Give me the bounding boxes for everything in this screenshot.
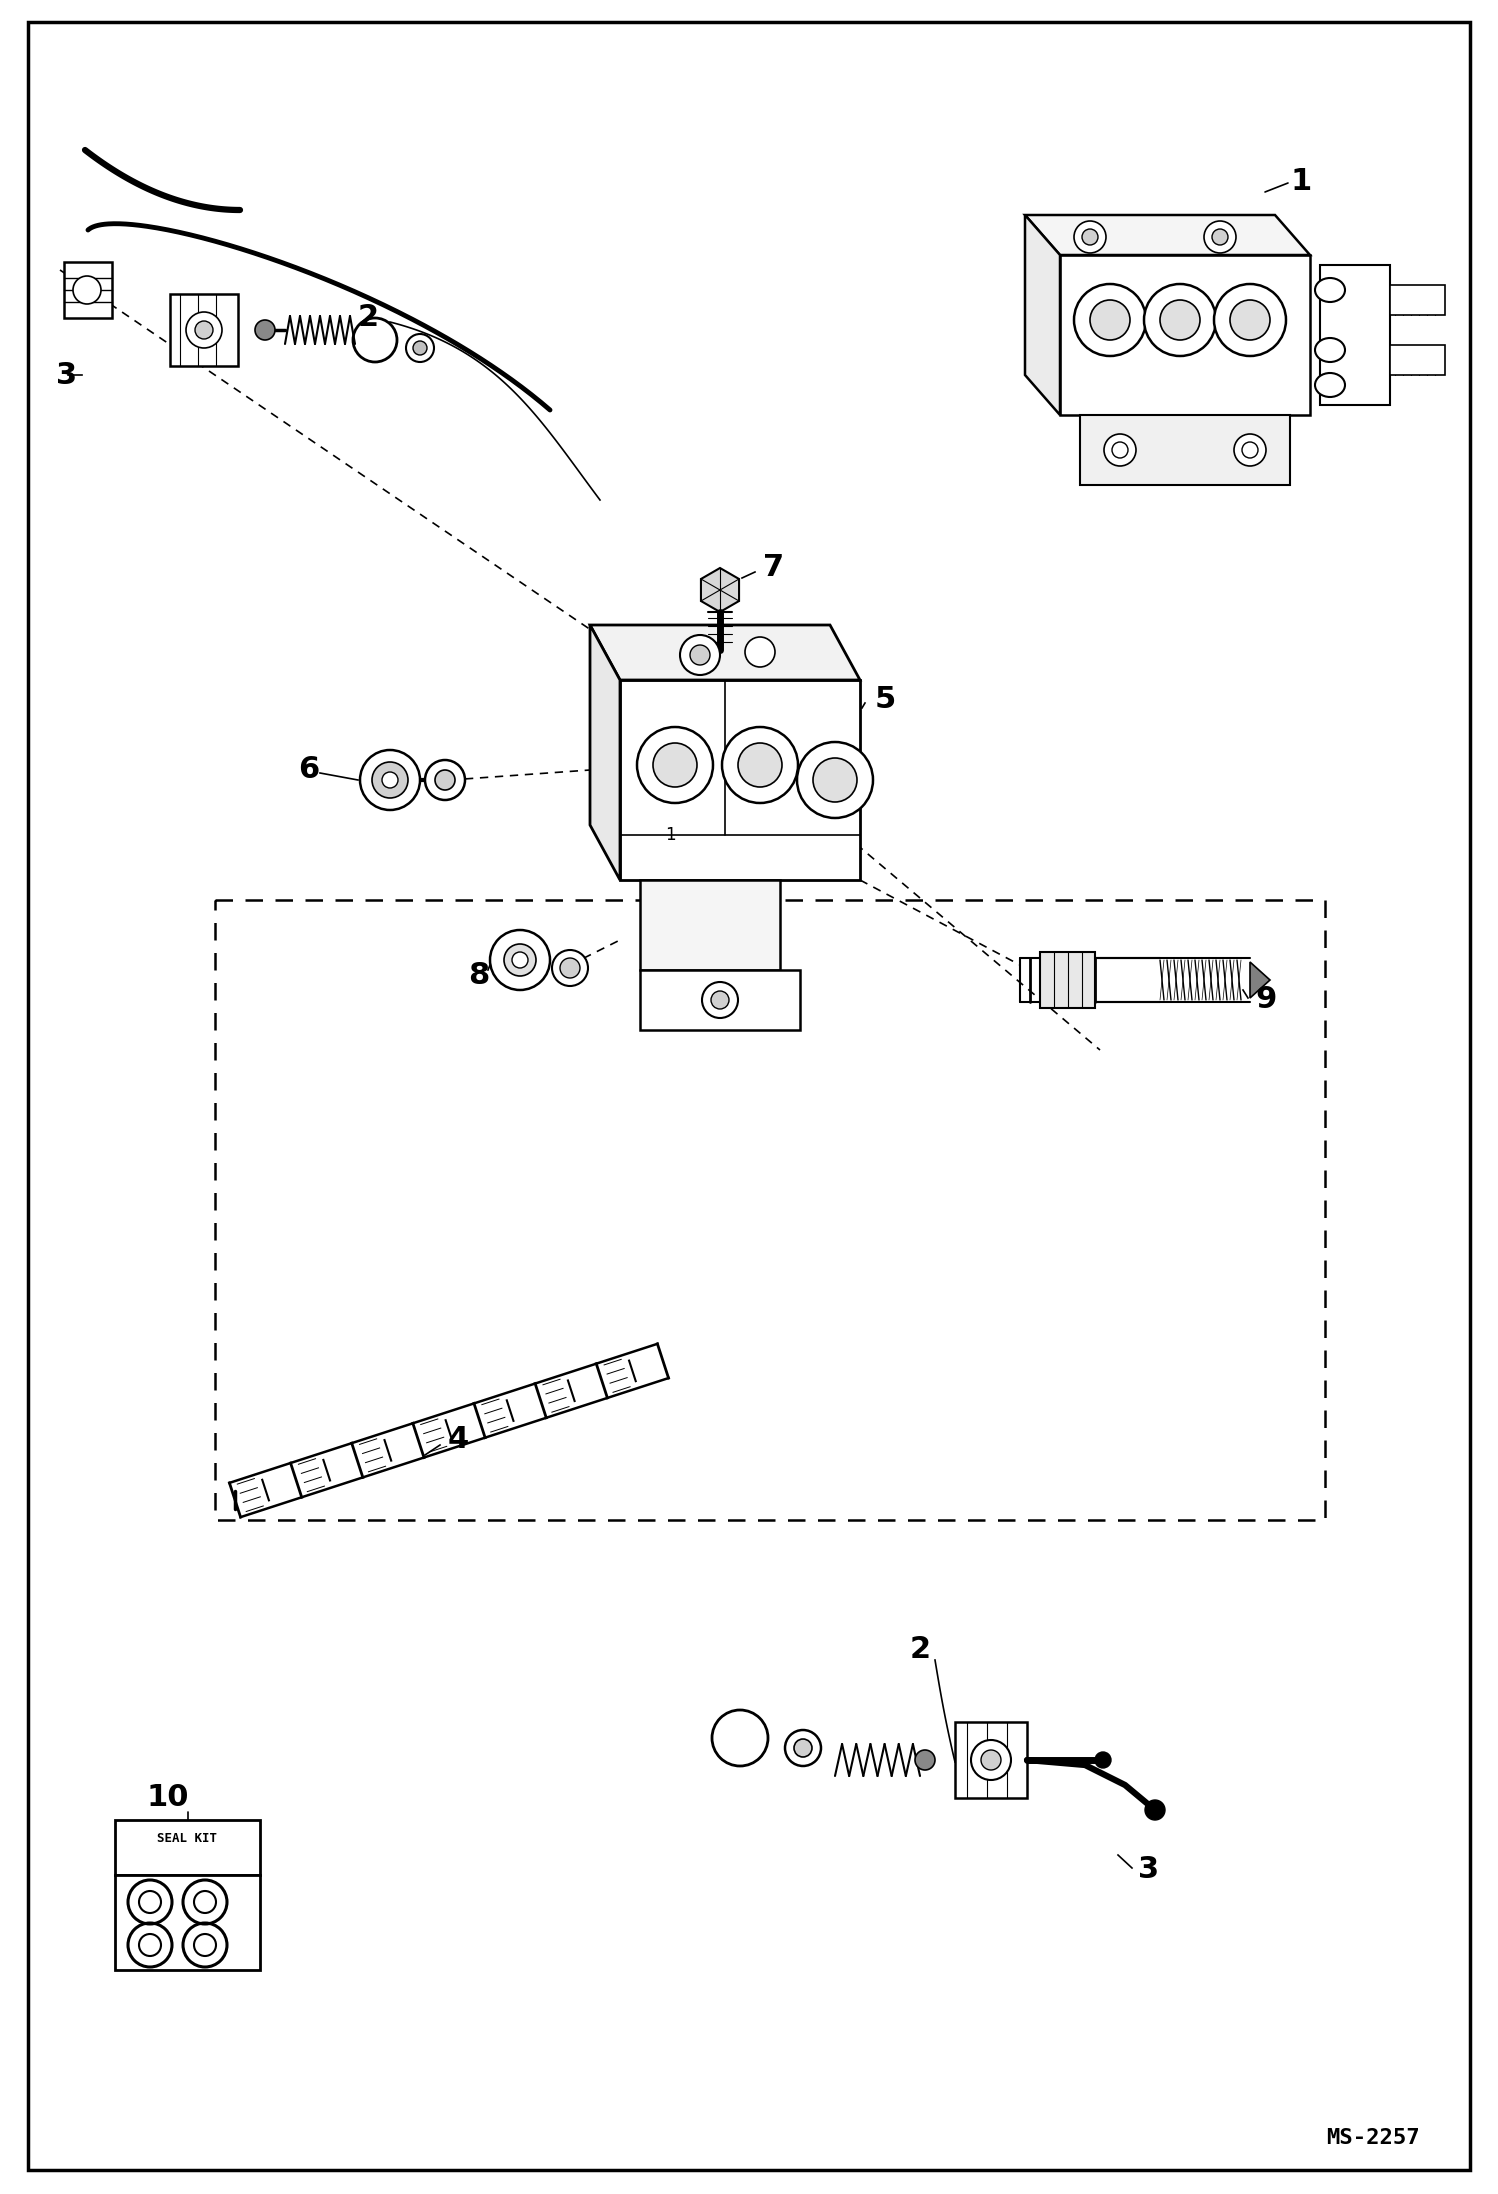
- Text: 7: 7: [762, 553, 783, 581]
- Text: 3: 3: [1138, 1856, 1159, 1885]
- Text: 3: 3: [55, 360, 76, 391]
- Circle shape: [691, 645, 710, 665]
- Circle shape: [255, 320, 276, 340]
- Circle shape: [680, 634, 721, 676]
- Polygon shape: [64, 261, 112, 318]
- Circle shape: [1234, 434, 1266, 465]
- Circle shape: [739, 744, 782, 788]
- Circle shape: [425, 759, 464, 801]
- Polygon shape: [640, 970, 800, 1029]
- Circle shape: [915, 1751, 935, 1771]
- Bar: [216, 900, 1326, 1520]
- Polygon shape: [701, 568, 739, 612]
- Polygon shape: [590, 625, 620, 880]
- Polygon shape: [640, 880, 780, 970]
- Text: 9: 9: [1255, 985, 1276, 1014]
- Text: 2: 2: [909, 1635, 932, 1665]
- Circle shape: [413, 340, 427, 355]
- Circle shape: [1230, 301, 1270, 340]
- Circle shape: [1242, 441, 1258, 459]
- Polygon shape: [1025, 215, 1309, 255]
- Polygon shape: [1040, 952, 1095, 1007]
- Circle shape: [372, 761, 407, 799]
- Circle shape: [745, 636, 774, 667]
- Circle shape: [1074, 283, 1146, 355]
- Circle shape: [1144, 1799, 1165, 1821]
- Polygon shape: [1025, 215, 1061, 415]
- Circle shape: [1095, 1753, 1112, 1768]
- Circle shape: [653, 744, 697, 788]
- Polygon shape: [1249, 961, 1270, 998]
- Circle shape: [971, 1740, 1011, 1779]
- Circle shape: [1112, 441, 1128, 459]
- Circle shape: [186, 312, 222, 349]
- Circle shape: [73, 276, 100, 305]
- Circle shape: [797, 742, 873, 818]
- Polygon shape: [956, 1722, 1028, 1799]
- Polygon shape: [169, 294, 238, 366]
- Circle shape: [1213, 283, 1285, 355]
- Text: 10: 10: [147, 1784, 190, 1812]
- Text: 2: 2: [358, 303, 379, 333]
- Polygon shape: [620, 680, 860, 880]
- Circle shape: [712, 992, 730, 1009]
- Text: 1: 1: [665, 825, 676, 845]
- Text: SEAL KIT: SEAL KIT: [157, 1832, 217, 1845]
- Text: 1: 1: [1290, 167, 1311, 197]
- Polygon shape: [1061, 255, 1309, 415]
- Circle shape: [722, 726, 798, 803]
- Circle shape: [794, 1740, 812, 1757]
- Circle shape: [1104, 434, 1135, 465]
- Bar: [115, 1821, 261, 1876]
- Circle shape: [813, 757, 857, 803]
- Circle shape: [195, 320, 213, 340]
- Polygon shape: [590, 625, 860, 680]
- Circle shape: [785, 1731, 821, 1766]
- Circle shape: [360, 750, 419, 810]
- Circle shape: [560, 959, 580, 979]
- Text: 5: 5: [875, 685, 896, 715]
- Circle shape: [1159, 301, 1200, 340]
- Circle shape: [512, 952, 527, 968]
- Circle shape: [551, 950, 589, 985]
- Circle shape: [382, 772, 398, 788]
- Circle shape: [434, 770, 455, 790]
- Text: 6: 6: [298, 755, 319, 785]
- Polygon shape: [1080, 415, 1290, 485]
- Circle shape: [503, 943, 536, 976]
- Text: MS-2257: MS-2257: [1326, 2128, 1420, 2148]
- Ellipse shape: [1315, 338, 1345, 362]
- Circle shape: [1204, 222, 1236, 252]
- Circle shape: [1074, 222, 1106, 252]
- Circle shape: [1212, 228, 1228, 246]
- Text: 8: 8: [467, 961, 490, 989]
- Circle shape: [1082, 228, 1098, 246]
- Circle shape: [490, 930, 550, 989]
- Circle shape: [406, 333, 434, 362]
- Bar: [115, 1876, 261, 1970]
- Circle shape: [178, 1823, 195, 1841]
- Circle shape: [1144, 283, 1216, 355]
- Text: 4: 4: [448, 1426, 469, 1455]
- Circle shape: [981, 1751, 1001, 1771]
- Polygon shape: [1320, 265, 1390, 406]
- Circle shape: [703, 983, 739, 1018]
- Circle shape: [637, 726, 713, 803]
- Ellipse shape: [1315, 279, 1345, 303]
- Circle shape: [1091, 301, 1129, 340]
- Bar: [1390, 344, 1446, 375]
- Bar: [1390, 285, 1446, 316]
- Ellipse shape: [1315, 373, 1345, 397]
